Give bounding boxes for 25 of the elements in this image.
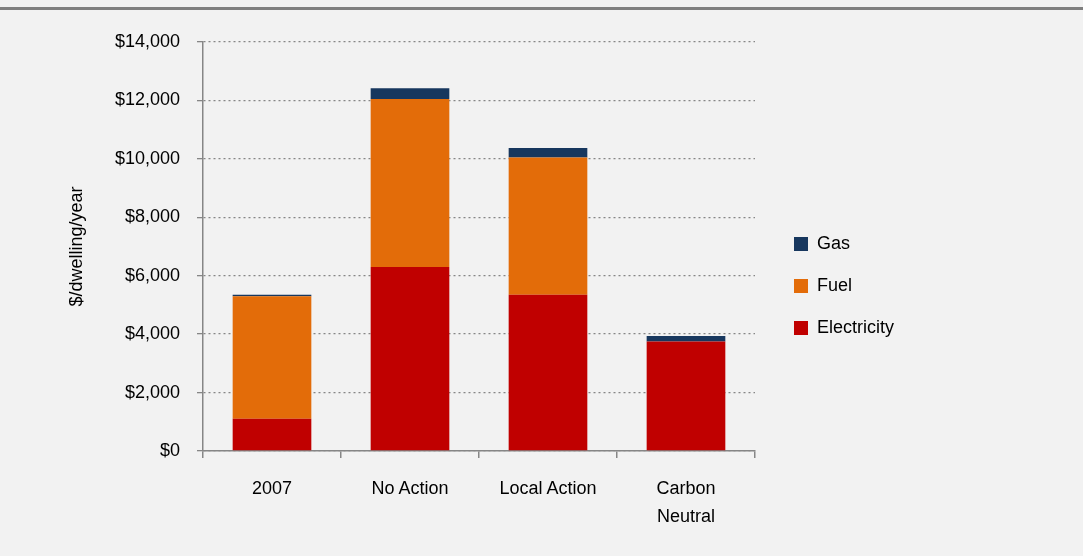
y-tick-label: $4,000: [124, 323, 180, 344]
bar: [232, 296, 312, 419]
y-tick-label: $10,000: [114, 147, 180, 168]
x-tick-label: 2007: [251, 477, 293, 498]
y-axis-title: $/dwelling/year: [65, 186, 86, 307]
bar: [370, 88, 450, 99]
y-tick-label: $2,000: [124, 381, 180, 402]
bar: [370, 98, 450, 267]
y-tick-label: $14,000: [114, 30, 180, 51]
legend-label: Fuel: [816, 274, 853, 295]
bar: [646, 341, 726, 451]
bar: [232, 418, 312, 451]
x-tick-label: Local Action: [499, 477, 597, 498]
bar: [370, 266, 450, 451]
y-tick-label: $6,000: [124, 264, 180, 285]
y-tick-label: $8,000: [124, 206, 180, 227]
bar: [508, 148, 588, 158]
legend-label: Gas: [816, 232, 851, 253]
x-tick-label: No Action: [371, 477, 449, 498]
bar: [508, 157, 588, 295]
y-tick-label: $0: [159, 439, 180, 460]
y-tick-label: $12,000: [114, 89, 180, 110]
legend-label: Electricity: [816, 316, 895, 337]
bar: [508, 294, 588, 451]
x-tick-label: Carbon Neutral: [656, 477, 716, 526]
